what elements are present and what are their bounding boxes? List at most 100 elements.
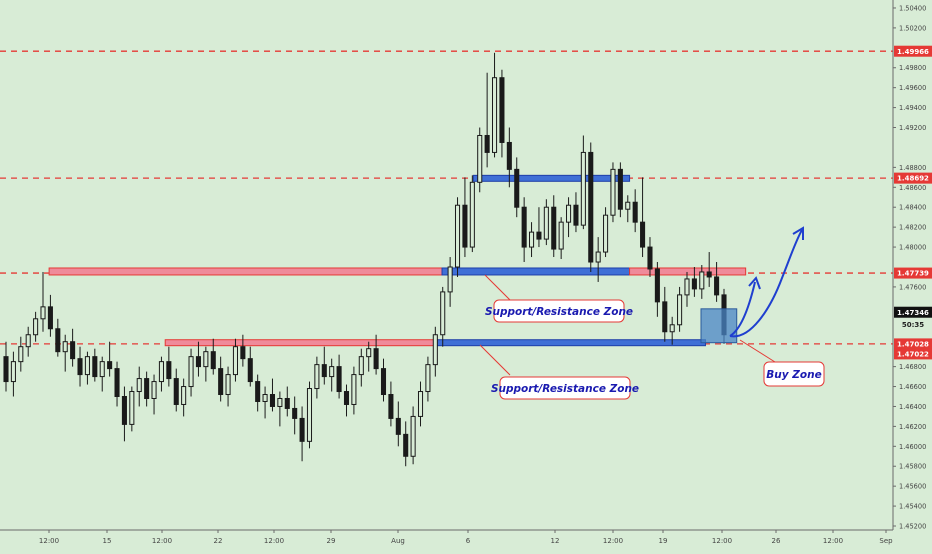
price-badge-label: 1.47022 (897, 351, 929, 359)
sr-zones (48, 174, 747, 347)
candle-body (336, 366, 342, 393)
candle-body (203, 351, 209, 368)
candle (195, 341, 201, 377)
price-tick-label: 1.46800 (899, 363, 926, 371)
candle-body (677, 294, 683, 326)
price-badge-label: 1.48692 (897, 175, 929, 183)
candle-body (366, 348, 372, 358)
candle (292, 396, 298, 435)
candle-body (588, 151, 594, 263)
price-badge-level (894, 348, 932, 360)
candle-body (358, 356, 364, 376)
price-badge-level (894, 45, 932, 57)
candle-body (129, 391, 135, 425)
horizontal-levels (0, 50, 893, 345)
candle (654, 262, 660, 317)
price-tick-label: 1.45800 (899, 463, 926, 471)
candles (3, 52, 727, 467)
candle-body (18, 346, 24, 363)
candle (33, 311, 39, 342)
callout-leader-2 (479, 344, 511, 376)
candle-body (292, 407, 298, 419)
candle (218, 356, 224, 402)
candle (144, 371, 150, 407)
candle (255, 374, 261, 412)
candle-body (410, 415, 416, 457)
candle (225, 366, 231, 407)
candle-body (218, 368, 224, 396)
projection-arrow-2 (729, 229, 803, 338)
price-tick-label: 1.50200 (899, 24, 926, 32)
candle-body (617, 168, 623, 210)
candle (240, 334, 246, 367)
price-tick-label: 1.48400 (899, 204, 926, 212)
time-tick-label: 12:00 (152, 537, 172, 545)
candle (403, 421, 409, 467)
candle-body (343, 391, 350, 405)
price-axis[interactable] (893, 0, 932, 530)
candle (603, 207, 609, 258)
candle-body (255, 381, 261, 402)
candle (373, 334, 379, 375)
candle-body (77, 358, 83, 376)
candle (521, 197, 527, 263)
candle-body (521, 206, 527, 248)
candle (188, 348, 194, 397)
time-axis[interactable] (0, 530, 893, 550)
callout-box-1 (493, 299, 625, 323)
candle (632, 189, 638, 233)
time-axis-ticks: 12:00 15 12:00 22 12:00 29 Aug 6 12 12:00 19 12:00 2… (39, 530, 893, 545)
candle-body (595, 251, 601, 263)
candle (447, 257, 453, 307)
price-tick-label: 1.45400 (899, 503, 926, 511)
callout-leader-1 (484, 274, 511, 301)
candle-body (181, 386, 187, 405)
price-badge-timer (894, 318, 932, 330)
callout-label-3: Buy Zone (766, 369, 821, 381)
candle (173, 368, 179, 412)
candle (477, 127, 483, 193)
price-tick-label: 1.47600 (899, 283, 926, 291)
candle (588, 142, 594, 272)
candle (121, 386, 127, 442)
candle-body (484, 134, 490, 153)
candle-body (210, 351, 216, 370)
candle (306, 381, 313, 449)
candle-body (225, 374, 231, 396)
candle-body (158, 361, 164, 383)
candle (558, 217, 564, 260)
candle (506, 127, 512, 188)
candle (358, 348, 364, 387)
zone-support-1 (441, 267, 631, 276)
candle (580, 135, 586, 230)
candle (77, 346, 83, 387)
candle-body (166, 361, 172, 380)
candle-body (173, 378, 179, 405)
candle (684, 271, 690, 307)
time-tick-label: Aug (391, 537, 405, 545)
candle-body (499, 77, 505, 143)
candle-body (10, 361, 16, 383)
candle-body (492, 77, 498, 153)
time-tick-label: 12:00 (823, 537, 843, 545)
callout-leader-3 (739, 339, 776, 363)
candle (410, 406, 416, 465)
candle (10, 351, 16, 397)
candle (573, 192, 579, 233)
candle (395, 401, 401, 447)
candle (440, 286, 446, 347)
candle-body (314, 364, 320, 390)
time-tick-label: 15 (103, 537, 112, 545)
candle-body (62, 341, 68, 353)
candle (640, 177, 646, 258)
candle-body (321, 364, 327, 378)
price-tick-label: 1.46200 (899, 423, 926, 431)
candle (329, 358, 335, 392)
candle (625, 195, 631, 223)
time-tick-label: 12:00 (264, 537, 284, 545)
candle-body (454, 204, 461, 268)
candle-body (536, 231, 542, 240)
candle (70, 328, 76, 367)
candle-body (432, 334, 438, 366)
